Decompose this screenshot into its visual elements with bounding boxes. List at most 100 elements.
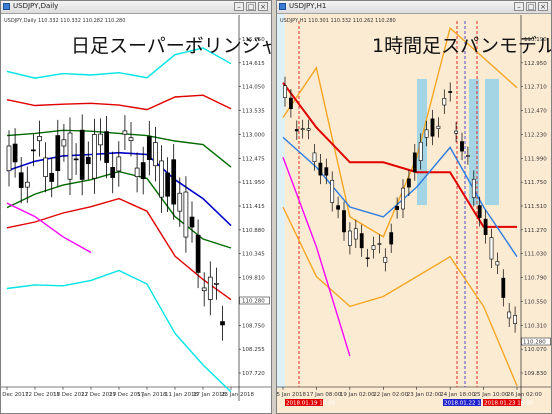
daily-chart-window[interactable]: USDJPY,Daily – □ × USDJPY,Daily 110.332 … bbox=[0, 0, 272, 414]
x-tick-label: 29 Dec 2017 bbox=[109, 392, 145, 398]
candle-body bbox=[201, 287, 207, 292]
candle-body bbox=[24, 181, 30, 188]
candle-body bbox=[448, 91, 453, 93]
series-line-2 bbox=[6, 94, 232, 111]
y-tick-label: 113.190 bbox=[524, 37, 547, 43]
y-tick-label: 110.880 bbox=[242, 228, 265, 234]
x-tick-label: 19 Jan 02:00 bbox=[340, 392, 375, 398]
time-marker-tag bbox=[443, 399, 481, 406]
candle-body bbox=[477, 205, 482, 218]
h1-window-title: USDJPY,H1 bbox=[289, 2, 327, 10]
y-tick-label: 112.950 bbox=[524, 61, 547, 67]
series-line-upperband bbox=[282, 26, 518, 238]
candle-body bbox=[353, 228, 358, 240]
candle-body bbox=[312, 152, 317, 162]
candle-body bbox=[460, 141, 464, 152]
y-tick-label: 111.415 bbox=[242, 204, 265, 210]
y-tick-label: 108.255 bbox=[242, 347, 265, 353]
candle-body bbox=[55, 135, 61, 172]
candle-body bbox=[31, 149, 36, 152]
time-marker-label: 2018.01.22 15:00 bbox=[444, 401, 494, 407]
y-tick-label: 110.345 bbox=[242, 252, 265, 258]
y-tick-label: 110.310 bbox=[524, 323, 547, 329]
y-tick-label: 112.710 bbox=[524, 85, 547, 91]
time-marker-tag bbox=[483, 399, 521, 406]
h1-chart-window[interactable]: USDJPY,H1 – □ × USDJPY,H1 110.301 110.33… bbox=[276, 0, 552, 414]
candle-body bbox=[454, 130, 459, 134]
candle-body bbox=[471, 178, 476, 198]
minimize-button[interactable]: – bbox=[514, 2, 524, 11]
h1-chart-canvas[interactable]: USDJPY,H1 110.301 110.332 110.262 110.28… bbox=[277, 1, 551, 413]
candle-body bbox=[501, 277, 506, 298]
series-line-3 bbox=[6, 47, 232, 79]
y-tick-label: 111.510 bbox=[524, 204, 547, 210]
x-tick-label: 26 Jan 02:00 bbox=[507, 392, 542, 398]
x-tick-label: 17 Jan 08:00 bbox=[306, 392, 341, 398]
close-button[interactable]: × bbox=[258, 2, 268, 11]
current-price-label: 110.280 bbox=[242, 299, 265, 305]
y-tick-label: 112.475 bbox=[242, 156, 265, 162]
candle-body bbox=[98, 133, 103, 146]
candle-body bbox=[289, 97, 293, 110]
candle-body bbox=[73, 158, 79, 161]
maximize-button[interactable]: □ bbox=[246, 2, 256, 11]
h1-overlay-title: 1時間足スパンモデル bbox=[372, 35, 551, 57]
candle-body bbox=[294, 129, 299, 132]
highlight-zone bbox=[469, 79, 479, 205]
maximize-button[interactable]: □ bbox=[526, 2, 536, 11]
candle-body bbox=[140, 162, 146, 180]
candle-body bbox=[116, 156, 122, 172]
candle-body bbox=[122, 130, 128, 135]
candle-body bbox=[6, 145, 12, 172]
x-tick-label: 5 Jan 2018 bbox=[137, 392, 167, 398]
series-line-chikou bbox=[282, 157, 351, 357]
y-tick-label: 111.990 bbox=[524, 156, 547, 162]
time-marker-label: 2018.01.19 10:00 bbox=[286, 401, 336, 407]
daily-window-title: USDJPY,Daily bbox=[13, 2, 59, 10]
candle-body bbox=[383, 256, 388, 263]
candle-body bbox=[348, 230, 352, 246]
chart-window-icon bbox=[3, 3, 10, 10]
candle-body bbox=[85, 156, 91, 165]
candle-body bbox=[189, 216, 195, 228]
candle-body bbox=[466, 155, 470, 157]
candle-body bbox=[377, 243, 382, 245]
x-tick-label: 24 Jan 18:00 bbox=[440, 392, 475, 398]
candle-body bbox=[49, 172, 55, 182]
y-tick-label: 111.750 bbox=[524, 180, 547, 186]
daily-window-titlebar[interactable]: USDJPY,Daily – □ × bbox=[1, 1, 271, 14]
candle-body bbox=[61, 139, 67, 147]
candle-body bbox=[442, 98, 447, 106]
minimize-button[interactable]: – bbox=[234, 2, 244, 11]
series-line-3 bbox=[6, 269, 232, 393]
series-line-lowerband bbox=[282, 206, 518, 387]
candle-body bbox=[389, 232, 394, 245]
candle-body bbox=[67, 132, 73, 180]
x-tick-label: 22 Jan 02:00 bbox=[373, 392, 408, 398]
candle-body bbox=[171, 159, 177, 205]
y-tick-label: 113.000 bbox=[242, 132, 265, 138]
y-tick-label: 112.230 bbox=[524, 132, 547, 138]
close-button[interactable]: × bbox=[538, 2, 548, 11]
candle-body bbox=[195, 234, 201, 273]
candle-body bbox=[359, 233, 364, 249]
candle-body bbox=[110, 167, 116, 178]
y-tick-label: 114.615 bbox=[242, 61, 265, 67]
daily-chart-canvas[interactable]: USDJPY,Daily 110.332 110.332 110.282 110… bbox=[1, 1, 271, 413]
candle-body bbox=[371, 245, 376, 250]
time-marker-label: 2018.01.23 18:00 bbox=[484, 401, 534, 407]
y-tick-label: 110.550 bbox=[524, 299, 547, 305]
candle-body bbox=[430, 118, 435, 137]
h1-window-titlebar[interactable]: USDJPY,H1 – □ × bbox=[277, 1, 551, 14]
series-line-2 bbox=[6, 197, 232, 301]
y-tick-label: 111.270 bbox=[524, 228, 547, 234]
y-tick-label: 113.535 bbox=[242, 109, 265, 115]
candle-body bbox=[146, 136, 152, 160]
candle-body bbox=[300, 128, 305, 131]
daily-symbol-line: USDJPY,Daily 110.332 110.332 110.282 110… bbox=[4, 18, 125, 24]
y-tick-label: 109.830 bbox=[524, 371, 547, 377]
candle-body bbox=[412, 152, 417, 173]
candle-body bbox=[424, 129, 429, 138]
candle-body bbox=[407, 178, 411, 188]
series-line-1 bbox=[6, 129, 232, 168]
